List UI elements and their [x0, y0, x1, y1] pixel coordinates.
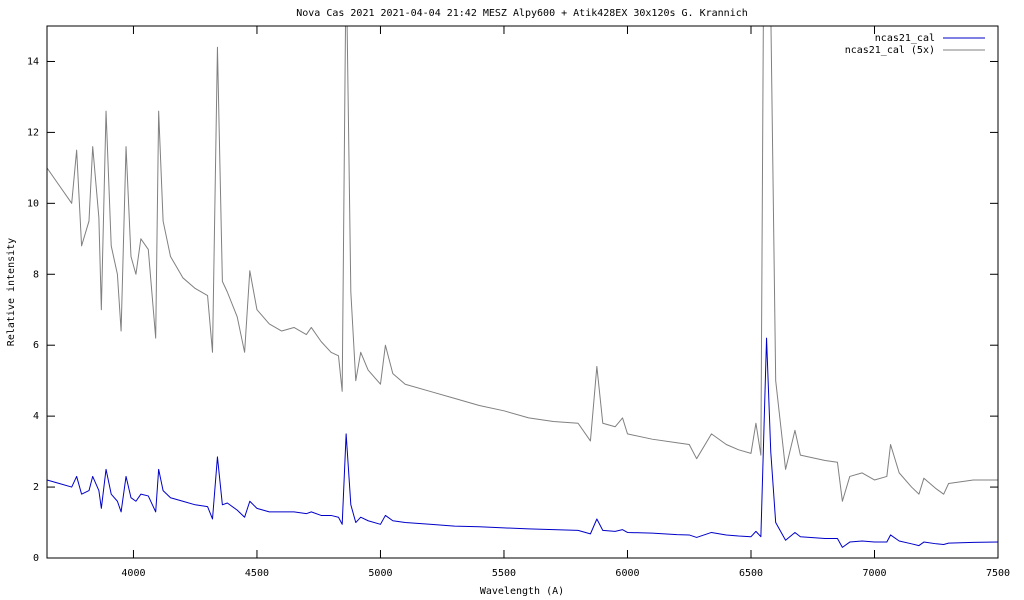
- y-axis-label: Relative intensity: [6, 238, 17, 346]
- legend-label: ncas21_cal: [875, 33, 935, 44]
- y-tick-label: 8: [33, 269, 39, 280]
- x-axis-label: Wavelength (A): [480, 586, 564, 597]
- x-tick-label: 6000: [615, 568, 639, 579]
- plot-border: [46, 25, 999, 559]
- x-tick-label: 4500: [245, 568, 269, 579]
- y-tick-label: 10: [27, 198, 39, 209]
- series-line: [47, 337, 998, 548]
- y-tick-label: 12: [27, 127, 39, 138]
- x-tick-label: 7500: [986, 568, 1010, 579]
- chart-title: Nova Cas 2021 2021-04-04 21:42 MESZ Alpy…: [296, 8, 748, 19]
- y-tick-label: 2: [33, 482, 39, 493]
- legend-label: ncas21_cal (5x): [845, 45, 935, 56]
- plot-lines: [47, 26, 998, 548]
- x-tick-label: 7000: [862, 568, 886, 579]
- y-tick-label: 6: [33, 340, 39, 351]
- x-tick-label: 6500: [739, 568, 763, 579]
- x-tick-label: 5000: [368, 568, 392, 579]
- x-tick-label: 5500: [492, 568, 516, 579]
- x-tick-label: 4000: [121, 568, 145, 579]
- y-tick-label: 4: [33, 411, 39, 422]
- y-tick-label: 14: [27, 56, 39, 67]
- series-line: [47, 26, 998, 502]
- y-tick-label: 0: [33, 553, 39, 564]
